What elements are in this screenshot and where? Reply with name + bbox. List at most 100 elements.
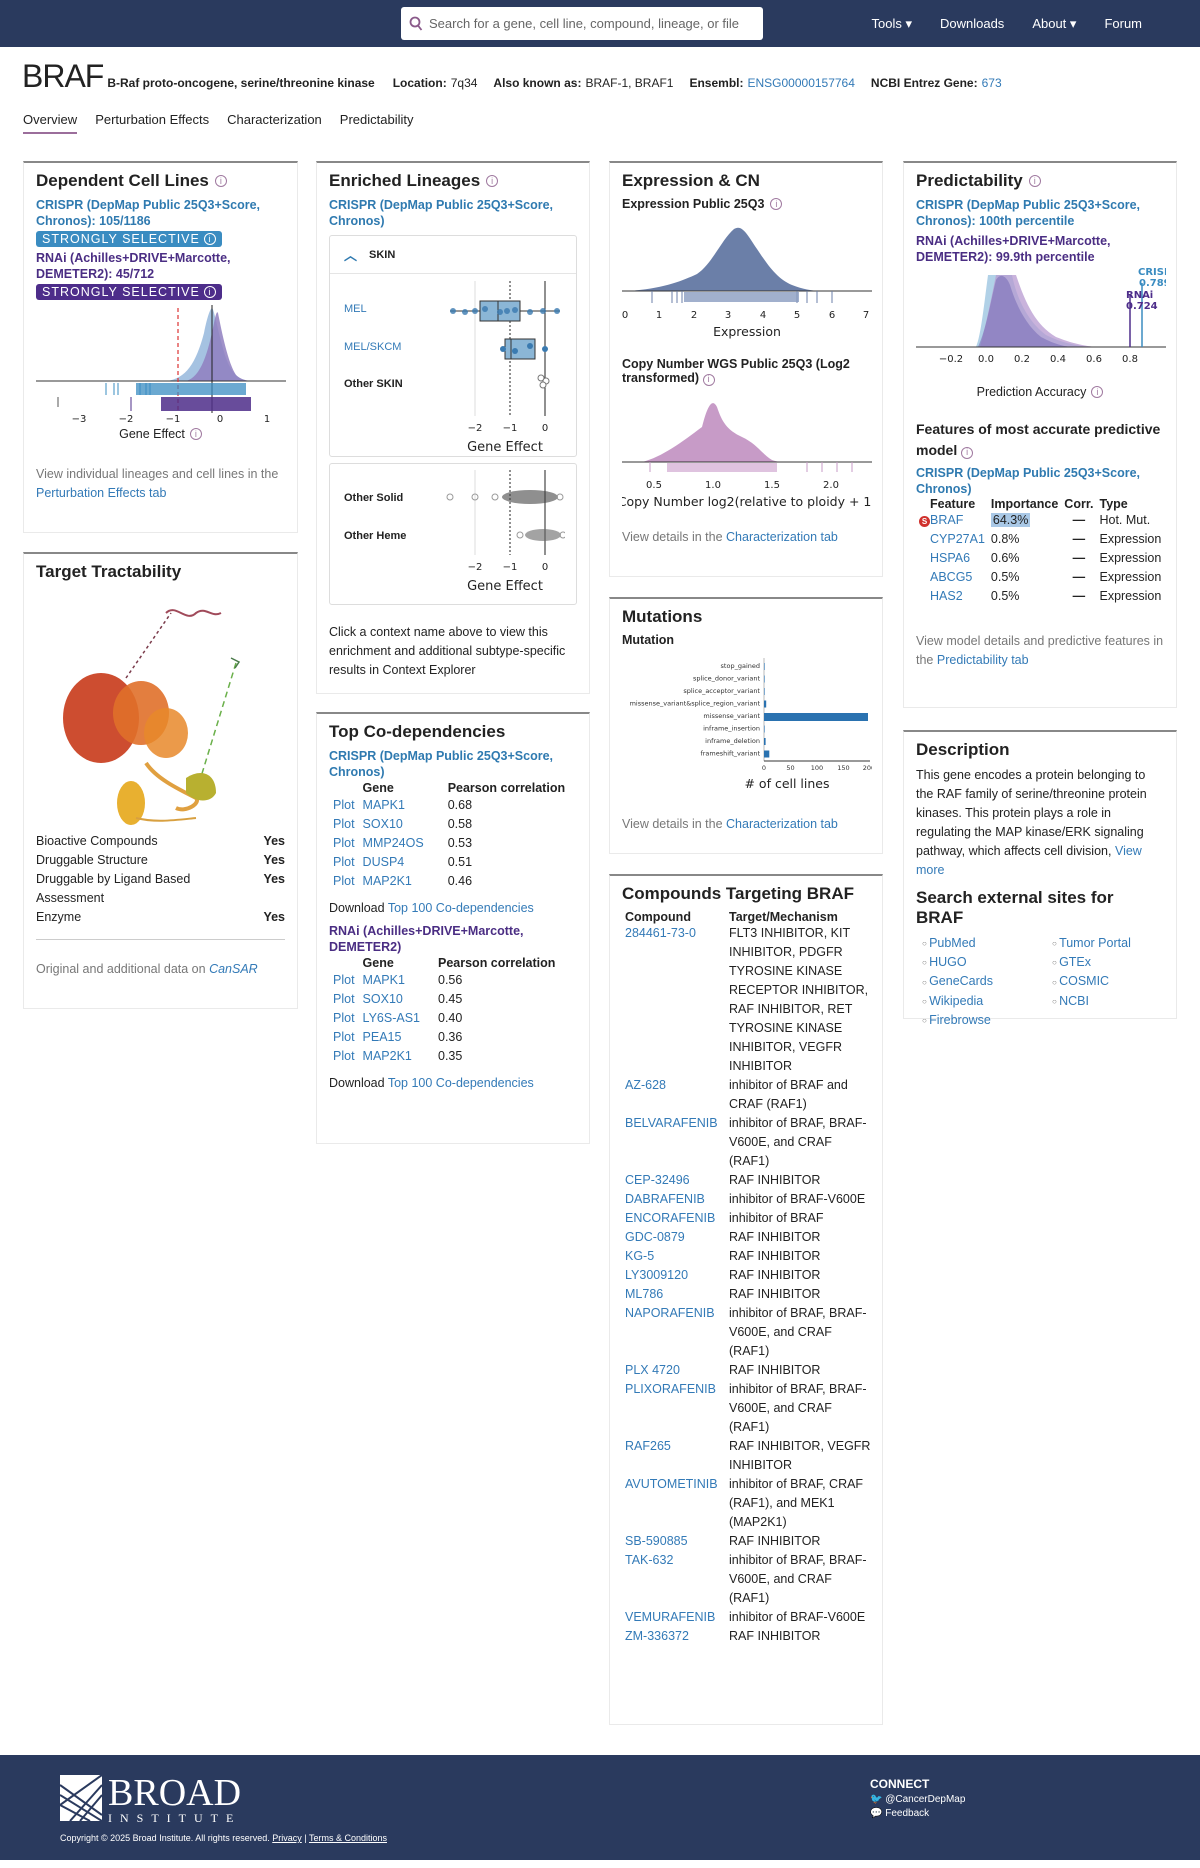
search-box[interactable] xyxy=(401,7,763,40)
gene-link[interactable]: SOX10 xyxy=(362,817,403,831)
info-icon[interactable]: i xyxy=(961,446,974,459)
nav-forum[interactable]: Forum xyxy=(1104,16,1142,31)
nav-downloads[interactable]: Downloads xyxy=(939,16,1005,31)
info-icon[interactable]: i xyxy=(1091,386,1104,398)
gene-link[interactable]: MMP24OS xyxy=(362,836,424,850)
nav-about[interactable]: About ▾ xyxy=(1032,15,1077,31)
feature-link[interactable]: ABCG5 xyxy=(930,570,973,584)
features-dataset: CRISPR (DepMap Public 25Q3+Score, Chrono… xyxy=(916,466,1141,496)
tab-overview[interactable]: Overview xyxy=(23,112,78,134)
ensembl-link[interactable]: ENSG00000157764 xyxy=(747,76,855,90)
info-icon[interactable]: i xyxy=(486,175,499,187)
external-link-wikipedia[interactable]: Wikipedia xyxy=(929,993,984,1008)
compound-link[interactable]: AZ-628 xyxy=(625,1078,666,1092)
compound-link[interactable]: DABRAFENIB xyxy=(625,1192,705,1206)
compound-link[interactable]: LY3009120 xyxy=(625,1268,689,1282)
gene-link[interactable]: MAPK1 xyxy=(362,973,405,987)
plot-link[interactable]: Plot xyxy=(333,1011,355,1025)
tab-perturbation-effects[interactable]: Perturbation Effects xyxy=(95,112,210,127)
privacy-link[interactable]: Privacy xyxy=(272,1833,302,1843)
lineage-other-heme[interactable]: Other Heme xyxy=(344,530,407,542)
compound-link[interactable]: PLX 4720 xyxy=(625,1363,680,1377)
gene-link[interactable]: MAPK1 xyxy=(362,798,405,812)
gene-link[interactable]: PEA15 xyxy=(362,1030,402,1044)
characterization-tab-link[interactable]: Characterization tab xyxy=(726,529,838,544)
compound-link[interactable]: ENCORAFENIB xyxy=(625,1211,716,1225)
x-axis-label: Gene Effect xyxy=(467,440,543,455)
compound-link[interactable]: AVUTOMETINIB xyxy=(625,1477,718,1491)
compound-link[interactable]: SB-590885 xyxy=(625,1534,688,1548)
external-link-pubmed[interactable]: PubMed xyxy=(929,936,976,950)
feature-link[interactable]: BRAF xyxy=(930,513,964,527)
feature-link[interactable]: HAS2 xyxy=(930,589,963,603)
gene-link[interactable]: DUSP4 xyxy=(362,855,405,869)
feature-link[interactable]: HSPA6 xyxy=(930,551,971,565)
info-icon[interactable]: i xyxy=(189,428,202,440)
search-input[interactable] xyxy=(429,16,749,31)
connect-title: CONNECT xyxy=(870,1777,930,1791)
compound-link[interactable]: TAK-632 xyxy=(625,1553,674,1567)
compound-link[interactable]: CEP-32496 xyxy=(625,1173,690,1187)
entrez-link[interactable]: 673 xyxy=(981,76,1002,90)
info-icon[interactable]: i xyxy=(203,233,216,245)
lineage-other-skin[interactable]: Other SKIN xyxy=(344,378,403,390)
view-more-link[interactable]: View more xyxy=(916,844,1142,877)
download-top100-link[interactable]: Top 100 Co-dependencies xyxy=(387,901,534,915)
predictability-tab-link[interactable]: Predictability tab xyxy=(936,653,1029,667)
compound-link[interactable]: PLIXORAFENIB xyxy=(625,1382,716,1396)
compound-link[interactable]: RAF265 xyxy=(625,1439,671,1453)
plot-link[interactable]: Plot xyxy=(333,836,355,850)
compound-link[interactable]: BELVARAFENIB xyxy=(625,1116,718,1130)
plot-link[interactable]: Plot xyxy=(333,798,355,812)
axis-tick: 3 xyxy=(725,310,731,321)
plot-link[interactable]: Plot xyxy=(333,817,355,831)
external-link-firebrowse[interactable]: Firebrowse xyxy=(929,1012,991,1027)
download-top100-link[interactable]: Top 100 Co-dependencies xyxy=(387,1076,534,1090)
external-link-cosmic[interactable]: COSMIC xyxy=(1059,974,1110,989)
external-link-genecards[interactable]: GeneCards xyxy=(929,974,993,989)
lineage-mel-link[interactable]: MEL xyxy=(344,303,367,315)
info-icon[interactable]: i xyxy=(1028,175,1041,187)
characterization-tab-link[interactable]: Characterization tab xyxy=(726,817,838,831)
twitter-link[interactable]: 🐦 @CancerDepMap xyxy=(870,1794,966,1805)
tab-characterization[interactable]: Characterization xyxy=(227,112,322,127)
gene-link[interactable]: LY6S-AS1 xyxy=(362,1011,420,1025)
plot-link[interactable]: Plot xyxy=(333,855,355,869)
external-link-gtex[interactable]: GTEx xyxy=(1059,955,1092,970)
card-footer: Click a context name above to view this … xyxy=(329,625,566,677)
perturbation-effects-link[interactable]: Perturbation Effects tab xyxy=(36,486,167,500)
terms-link[interactable]: Terms & Conditions xyxy=(308,1833,387,1843)
compound-link[interactable]: ZM-336372 xyxy=(625,1629,689,1643)
plot-link[interactable]: Plot xyxy=(333,1030,355,1044)
plot-link[interactable]: Plot xyxy=(333,874,355,888)
info-icon[interactable]: i xyxy=(770,198,783,210)
skin-group-header[interactable]: ︿ SKIN xyxy=(330,236,576,274)
gene-link[interactable]: MAP2K1 xyxy=(362,1049,412,1063)
external-link-tumor-portal[interactable]: Tumor Portal xyxy=(1059,936,1131,950)
lineage-mel-skcm-link[interactable]: MEL/SKCM xyxy=(344,341,402,353)
compound-link[interactable]: KG-5 xyxy=(625,1249,655,1263)
compound-link[interactable]: 284461-73-0 xyxy=(625,926,696,940)
feature-link[interactable]: CYP27A1 xyxy=(930,532,985,546)
external-link-ncbi[interactable]: NCBI xyxy=(1059,993,1089,1008)
info-icon[interactable]: i xyxy=(214,175,227,187)
lineage-other-solid[interactable]: Other Solid xyxy=(344,492,404,504)
svg-text:50: 50 xyxy=(786,764,794,772)
plot-link[interactable]: Plot xyxy=(333,973,355,987)
plot-link[interactable]: Plot xyxy=(333,1049,355,1063)
compound-link[interactable]: ML786 xyxy=(625,1287,664,1301)
info-icon[interactable]: i xyxy=(203,286,216,298)
nav-tools[interactable]: Tools ▾ xyxy=(871,15,912,31)
compound-link[interactable]: VEMURAFENIB xyxy=(625,1610,716,1624)
info-icon[interactable]: i xyxy=(702,373,715,386)
feedback-link[interactable]: 💬 Feedback xyxy=(870,1808,930,1819)
tab-predictability[interactable]: Predictability xyxy=(339,112,414,127)
external-link-hugo[interactable]: HUGO xyxy=(929,955,967,970)
compound-link[interactable]: NAPORAFENIB xyxy=(625,1306,715,1320)
compound-link[interactable]: GDC-0879 xyxy=(625,1230,685,1244)
plot-link[interactable]: Plot xyxy=(333,992,355,1006)
cansar-link[interactable]: CanSAR xyxy=(209,962,258,976)
gene-link[interactable]: SOX10 xyxy=(362,992,403,1006)
crispr-dataset-label: CRISPR (DepMap Public 25Q3+Score, Chrono… xyxy=(329,749,554,779)
gene-link[interactable]: MAP2K1 xyxy=(362,874,412,888)
